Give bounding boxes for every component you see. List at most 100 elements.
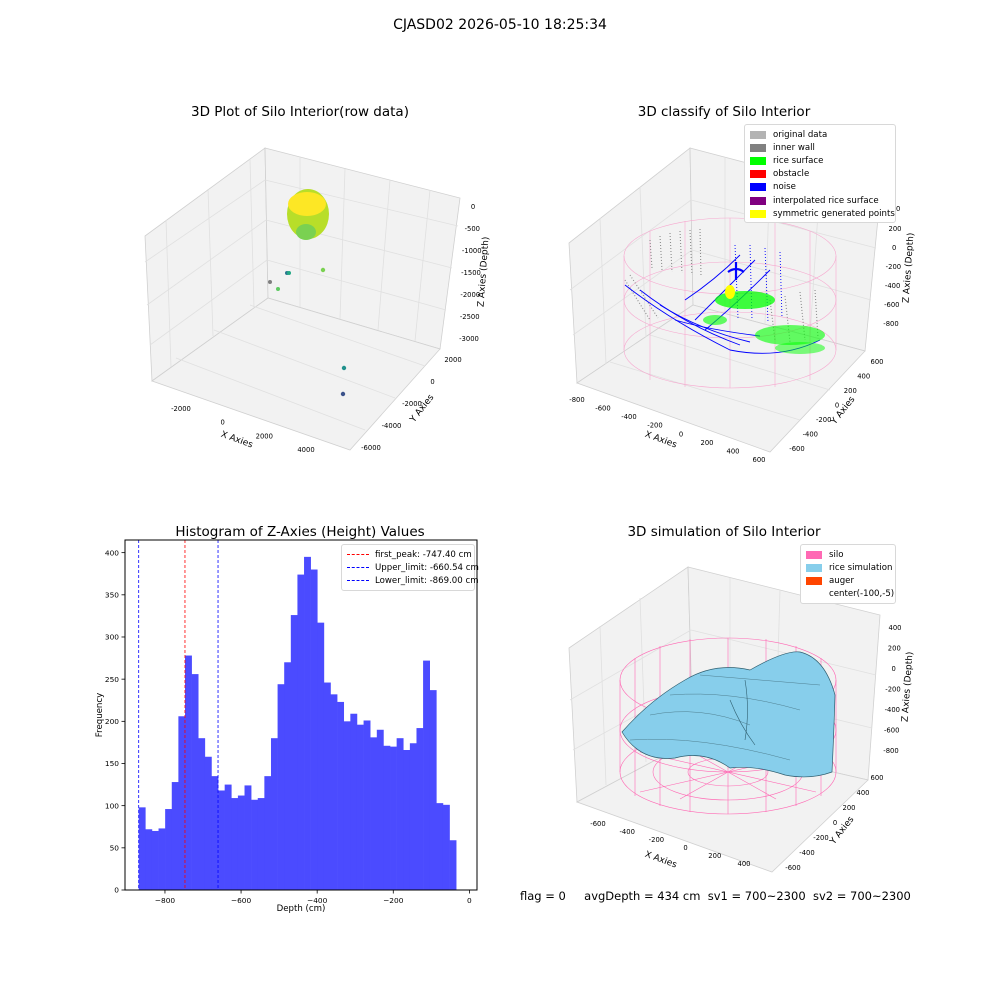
classify-y-tick: 400	[857, 373, 870, 381]
legend-swatch	[750, 130, 766, 139]
histogram-legend-item: Lower_limit: -869.00 cm	[347, 574, 479, 587]
simulation-z-ticks: 400 200 0 -200 -400 -600 -800	[883, 624, 901, 755]
classify-legend-item: original data	[750, 128, 890, 141]
histogram-bar	[449, 840, 457, 890]
histogram-bar	[343, 721, 351, 890]
histogram-y-ticks: 0 50 100 150 200 250 300 350 400	[105, 548, 125, 895]
histogram-bar	[145, 829, 153, 890]
histogram-x-tick: −800	[155, 896, 176, 905]
raw-z-tick: 0	[471, 203, 475, 211]
histogram-bar	[376, 729, 384, 890]
simulation-x-label: X Axies	[643, 850, 678, 871]
histogram-x-tick: −200	[383, 896, 404, 905]
classify-legend-item: rice surface	[750, 154, 890, 167]
legend-label: noise	[773, 182, 796, 193]
histogram-bar	[297, 574, 305, 890]
classify-legend-item: noise	[750, 181, 890, 194]
histogram-bar	[185, 655, 192, 890]
histogram-bar	[442, 804, 450, 890]
histogram-bar	[158, 828, 166, 890]
classify-legend-item: obstacle	[750, 168, 890, 181]
raw-point	[276, 287, 280, 291]
legend-label: first_peak: -747.40 cm	[375, 549, 472, 560]
histogram-legend-item: first_peak: -747.40 cm	[347, 548, 472, 561]
sv2-text: sv2 = 700~2300	[812, 889, 911, 903]
raw-z-tick: -2500	[460, 313, 480, 321]
raw-z-tick: -1500	[461, 269, 481, 277]
raw-point	[340, 391, 346, 397]
raw-point	[268, 280, 272, 284]
raw-z-tick: -2000	[460, 291, 480, 299]
histogram-x-tick: −600	[231, 896, 252, 905]
raw-y-tick: 0	[430, 378, 434, 386]
histogram-bar	[251, 799, 259, 890]
simulation-y-tick: 200	[843, 804, 856, 812]
histogram-bar	[323, 682, 331, 890]
histogram-chart: −800 −600 −400 −200 0 0 50 100 150 200 250 300 350 4…	[95, 539, 478, 914]
histogram-bar	[231, 798, 239, 890]
raw-y-tick: -2000	[402, 400, 422, 408]
legend-swatch	[806, 563, 822, 572]
classify-y-tick: -400	[803, 431, 818, 439]
histogram-bar	[403, 750, 411, 890]
legend-label: auger	[829, 575, 854, 586]
classify-x-tick: -400	[621, 413, 636, 421]
raw-data-points	[268, 189, 347, 397]
histogram-bar	[138, 807, 146, 890]
histogram-y-tick: 400	[105, 548, 119, 557]
status-footer: flag = 0 avgDepth = 434 cm sv1 = 700~230…	[520, 889, 911, 903]
simulation-z-tick: -600	[884, 727, 899, 735]
classify-legend-item: inner wall	[750, 141, 890, 154]
legend-swatch	[806, 590, 822, 599]
legend-label: Lower_limit: -869.00 cm	[375, 575, 479, 586]
simulation-x-tick: -400	[619, 828, 634, 836]
simulation-legend-item: auger	[806, 574, 890, 587]
histogram-reference-lines	[138, 540, 219, 890]
raw-y-tick: -4000	[382, 422, 402, 430]
histogram-bar	[284, 662, 292, 890]
classify-plot-title: 3D classify of Silo Interior	[637, 104, 811, 120]
legend-swatch	[347, 554, 369, 556]
simulation-legend-item: silo	[806, 548, 890, 561]
figure-title: CJASD02 2026-05-10 18:25:34	[393, 17, 607, 33]
histogram-y-tick: 350	[105, 590, 119, 599]
simulation-x-tick: -600	[590, 820, 605, 828]
classify-x-ticks: -800 -600 -400 -200 0 200 400 600	[569, 396, 765, 464]
histogram-bar	[198, 738, 206, 890]
histogram-y-tick: 50	[110, 843, 120, 852]
classify-y-tick: 0	[835, 402, 839, 410]
histogram-bar	[304, 556, 311, 890]
raw-y-ticks: 2000 0 -2000 -4000 -6000	[361, 356, 462, 452]
legend-swatch	[806, 576, 822, 585]
raw-point-cluster-base	[296, 224, 316, 240]
raw-z-label: Z Axies (Depth)	[477, 236, 492, 307]
histogram-bar	[171, 782, 179, 890]
raw-z-ticks: 0 -500 -1000 -1500 -2000 -2500 -3000	[459, 203, 481, 343]
raw-point	[341, 365, 347, 371]
simulation-rice-surface	[621, 651, 836, 778]
raw-plot-title: 3D Plot of Silo Interior(row data)	[191, 104, 409, 120]
legend-label: Upper_limit: -660.54 cm	[375, 562, 479, 573]
histogram-bar	[390, 746, 397, 890]
legend-label: symmetric generated points	[773, 208, 895, 219]
raw-z-tick: -500	[465, 225, 480, 233]
simulation-x-tick: 200	[708, 852, 721, 860]
classify-z-tick-partial: 00	[892, 205, 901, 213]
histogram-bar	[244, 785, 252, 890]
flag-text: flag = 0	[520, 889, 566, 903]
legend-swatch	[750, 143, 766, 152]
histogram-bar	[409, 743, 417, 890]
simulation-y-tick: -400	[799, 849, 814, 857]
simulation-x-tick: 400	[738, 860, 751, 868]
raw-x-label: X Axies	[219, 430, 254, 451]
simulation-x-ticks: -600 -400 -200 0 200 400	[590, 820, 750, 868]
histogram-y-tick: 0	[114, 886, 119, 895]
histogram-legend: first_peak: -747.40 cm Upper_limit: -660.…	[341, 544, 479, 591]
histogram-bar	[178, 716, 186, 890]
legend-swatch	[750, 170, 766, 179]
histogram-bar	[218, 790, 225, 890]
raw-3d-plot: -2000 0 2000 4000 2000 0 -2000 -4000 -6000 0 -50…	[144, 147, 492, 454]
histogram-legend-item: Upper_limit: -660.54 cm	[347, 561, 479, 574]
